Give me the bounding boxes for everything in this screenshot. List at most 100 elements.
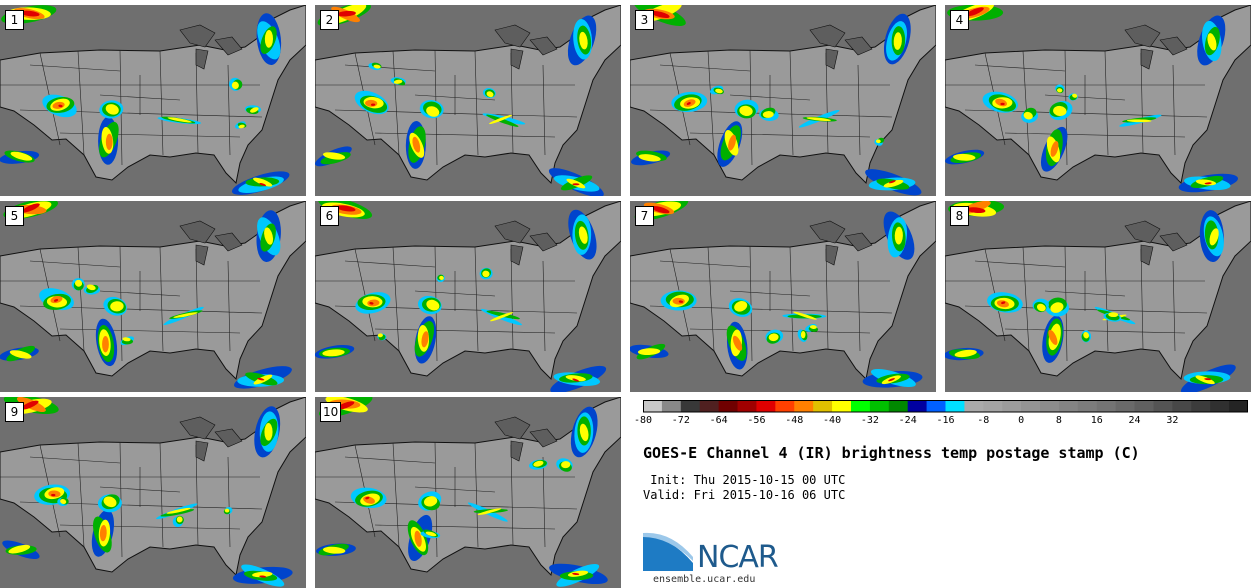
colorbar-tick-label: -80 bbox=[633, 415, 653, 426]
cloud-patch bbox=[579, 423, 589, 442]
panel-label: 1 bbox=[5, 10, 24, 30]
cloud-patch bbox=[768, 333, 779, 342]
cloud-patch bbox=[732, 335, 743, 351]
panel-label: 7 bbox=[635, 206, 654, 226]
map-panel-10: 10 bbox=[315, 397, 621, 588]
colorbar-border bbox=[643, 400, 1248, 413]
cloud-patch bbox=[572, 378, 580, 382]
satellite-map bbox=[945, 201, 1251, 392]
cloud-patch bbox=[888, 378, 895, 382]
colorbar-tick-label: 0 bbox=[1018, 415, 1025, 426]
colorbar-tick-label: 8 bbox=[1055, 415, 1062, 426]
colorbar-tick-label: -32 bbox=[860, 415, 879, 426]
map-panel-1: 1 bbox=[0, 5, 306, 196]
cloud-patch bbox=[806, 117, 831, 121]
cloud-layer bbox=[631, 5, 922, 196]
cloud-patch bbox=[122, 337, 131, 342]
cloud-patch bbox=[728, 134, 737, 151]
map-panel-7: 7 bbox=[630, 201, 936, 392]
cloud-patch bbox=[739, 105, 753, 116]
cloud-patch bbox=[414, 530, 422, 547]
colorbar-swatch bbox=[945, 400, 965, 412]
colorbar-swatch bbox=[680, 400, 701, 412]
cloud-patch bbox=[264, 30, 274, 48]
cloud-patch bbox=[489, 312, 514, 322]
satellite-map bbox=[315, 397, 621, 588]
colorbar-swatch bbox=[1058, 400, 1079, 412]
colorbar-swatch bbox=[983, 400, 1003, 412]
cloud-patch bbox=[1050, 141, 1059, 157]
cloud-patch bbox=[883, 179, 904, 188]
colorbar-tick-label: -8 bbox=[977, 415, 990, 426]
cloud-patch bbox=[224, 508, 230, 513]
colorbar-tick-label: -56 bbox=[747, 415, 766, 426]
colorbar-swatch bbox=[1002, 400, 1022, 412]
cloud-patch bbox=[20, 10, 40, 17]
colorbar-tick-label: -24 bbox=[898, 415, 917, 426]
cloud-patch bbox=[264, 423, 273, 441]
cloud-patch bbox=[800, 330, 806, 339]
colorbar-swatch bbox=[643, 400, 663, 412]
map-panel-8: 8 bbox=[945, 201, 1251, 392]
cloud-patch bbox=[1053, 105, 1067, 117]
cloud-patch bbox=[86, 284, 96, 291]
cloud-patch bbox=[1126, 119, 1152, 123]
cloud-patch bbox=[954, 349, 977, 358]
cloud-patch bbox=[105, 104, 119, 115]
ncar-logo-icon bbox=[643, 532, 693, 571]
cloud-patch bbox=[322, 349, 345, 357]
cloud-patch bbox=[231, 81, 239, 90]
cloud-patch bbox=[8, 544, 31, 554]
cloud-patch bbox=[160, 509, 195, 517]
colorbar-tick-label: -40 bbox=[823, 415, 842, 426]
cloud-patch bbox=[377, 333, 383, 338]
cloud-patch bbox=[426, 106, 440, 117]
cloud-layer bbox=[945, 5, 1238, 193]
cloud-patch bbox=[60, 498, 67, 505]
cloud-patch bbox=[1195, 179, 1217, 186]
great-lakes bbox=[494, 220, 558, 266]
cloud-patch bbox=[651, 10, 670, 19]
panel-label: 2 bbox=[320, 10, 339, 30]
colorbar-tick-label: -48 bbox=[785, 415, 804, 426]
cloud-patch bbox=[252, 571, 273, 578]
great-lakes bbox=[1124, 24, 1188, 70]
colorbar-tick-label: 24 bbox=[1128, 415, 1141, 426]
cloud-layer bbox=[315, 201, 607, 392]
cloud-patch bbox=[54, 299, 59, 302]
colorbar-swatch bbox=[1115, 400, 1136, 412]
cloud-patch bbox=[672, 297, 685, 305]
cloud-patch bbox=[370, 103, 376, 106]
satellite-map bbox=[0, 201, 306, 392]
cloud-patch bbox=[99, 524, 107, 542]
cloud-patch bbox=[894, 226, 903, 245]
cloud-patch bbox=[1050, 302, 1064, 313]
cloud-layer bbox=[315, 5, 604, 196]
cloud-patch bbox=[1108, 312, 1119, 318]
cloud-patch bbox=[426, 299, 440, 311]
satellite-map bbox=[315, 201, 621, 392]
cloud-patch bbox=[259, 575, 267, 578]
cloud-patch bbox=[1209, 228, 1219, 246]
panel-label: 8 bbox=[950, 206, 969, 226]
cloud-patch bbox=[51, 493, 56, 497]
cloud-patch bbox=[322, 152, 346, 160]
cloud-patch bbox=[166, 507, 191, 514]
map-panel-6: 6 bbox=[315, 201, 621, 392]
panel-label: 10 bbox=[320, 402, 342, 422]
cloud-patch bbox=[1072, 93, 1078, 98]
colorbar-swatch bbox=[1096, 400, 1117, 412]
cloud-patch bbox=[1000, 102, 1005, 106]
colorbar-swatch bbox=[832, 400, 852, 412]
cloud-layer bbox=[316, 397, 608, 587]
cloud-patch bbox=[482, 270, 490, 278]
colorbar-swatch bbox=[718, 400, 739, 412]
cloud-patch bbox=[1204, 182, 1212, 185]
colorbar-swatch bbox=[926, 400, 946, 412]
cloud-patch bbox=[439, 275, 444, 280]
cloud-patch bbox=[253, 177, 273, 187]
cloud-patch bbox=[425, 531, 437, 537]
cloud-patch bbox=[1204, 378, 1212, 381]
cloud-patch bbox=[176, 516, 183, 523]
cloud-patch bbox=[1083, 331, 1089, 339]
